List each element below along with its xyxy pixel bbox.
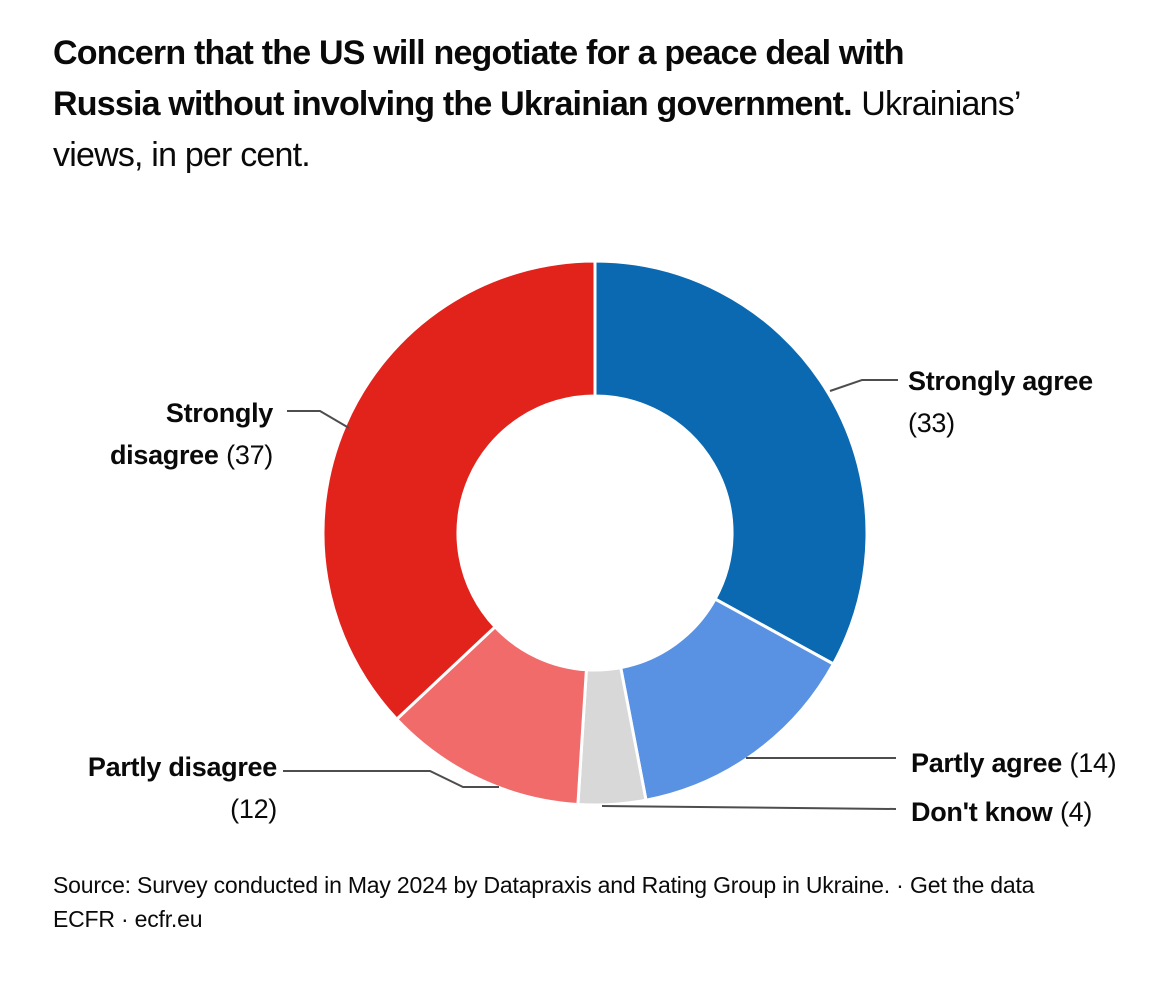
chart-title: Concern that the US will negotiate for a…	[53, 28, 1021, 181]
callout-label-text: Partly agree	[911, 748, 1062, 778]
callout-value: (33)	[908, 402, 1093, 444]
leader-strongly-agree	[829, 379, 898, 392]
callout-value-text: (14)	[1069, 748, 1117, 778]
callout-label: Strongly agree	[908, 360, 1093, 402]
callout-value-text: (12)	[230, 794, 277, 824]
callout-partly-disagree: Partly disagree (12)	[0, 746, 277, 830]
title-bold-text: Concern that the US will negotiate for a…	[53, 34, 905, 72]
callout-label: disagree (37)	[0, 434, 273, 476]
callout-label-text: Don't know	[911, 797, 1053, 827]
callout-value-text: (4)	[1059, 797, 1093, 827]
callout-value: (12)	[0, 788, 277, 830]
title-line-2: Russia without involving the Ukrainian g…	[53, 79, 1021, 130]
leader-dont-know	[601, 805, 897, 810]
title-regular-text: Ukrainians’	[861, 85, 1021, 123]
source-org: ECFR · ecfr.eu	[53, 906, 203, 932]
callout-partly-agree: Partly agree (14)	[911, 742, 1117, 784]
title-line-3: views, in per cent.	[53, 130, 1021, 181]
callout-label: Strongly	[0, 392, 273, 434]
title-line-1: Concern that the US will negotiate for a…	[53, 28, 1021, 79]
donut-slice-strongly-agree[interactable]	[593, 259, 869, 667]
callout-label-text: Partly disagree	[87, 752, 277, 782]
callout-strongly-disagree: Strongly disagree (37)	[0, 392, 273, 476]
donut-slice-partly-agree[interactable]	[618, 596, 836, 802]
leader-lines	[283, 379, 898, 810]
callout-label-text: Strongly	[165, 398, 273, 428]
callout-label-text: disagree	[109, 440, 219, 470]
donut-slices	[321, 259, 869, 807]
source-note: Source: Survey conducted in May 2024 by …	[53, 868, 1034, 936]
callout-strongly-agree: Strongly agree (33)	[908, 360, 1093, 444]
title-bold-text: Russia without involving the Ukrainian g…	[53, 85, 853, 123]
leader-partly-disagree	[283, 770, 499, 788]
donut-slice-strongly-disagree[interactable]	[321, 259, 597, 722]
callout-label-text: Strongly agree	[908, 366, 1093, 396]
callout-value-text: (37)	[226, 440, 273, 470]
source-text: Source: Survey conducted in May 2024 by …	[53, 872, 904, 898]
callout-dont-know: Don't know (4)	[911, 791, 1092, 833]
get-the-data-link[interactable]: Get the data	[910, 872, 1035, 898]
callout-value-text: (33)	[908, 408, 955, 438]
source-line-1: Source: Survey conducted in May 2024 by …	[53, 868, 1034, 902]
title-regular-text: views, in per cent.	[53, 136, 311, 174]
leader-strongly-disagree	[287, 410, 350, 429]
callout-label: Partly disagree	[0, 746, 277, 788]
